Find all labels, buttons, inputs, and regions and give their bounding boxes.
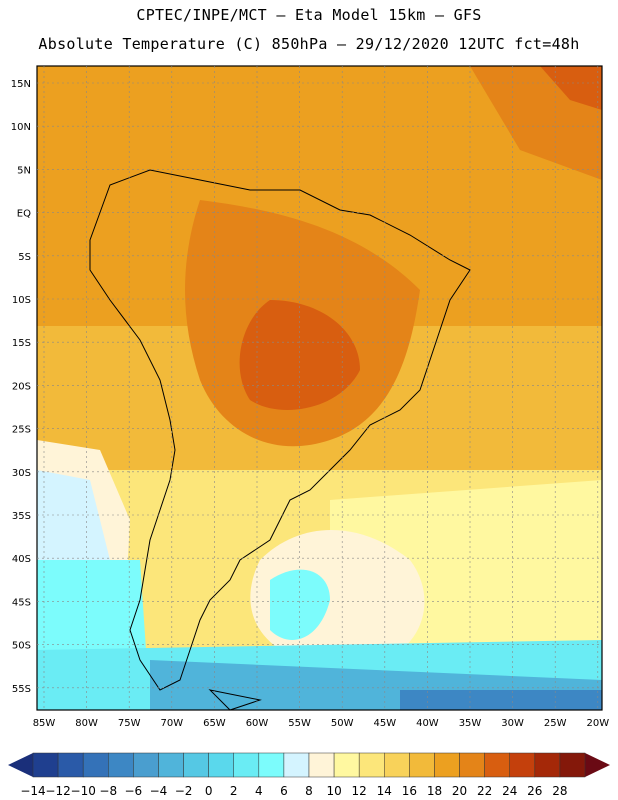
lon-label: 55W [288,718,311,729]
colorbar-label: −6 [125,784,143,798]
lat-label: 30S [12,468,31,479]
lon-label: 75W [118,718,141,729]
lon-label: 50W [331,718,354,729]
latitude-labels: 15N 10N 5N EQ 5S 10S 15S 20S 25S 30S 35S 40S 45S 50S 5… [11,79,602,695]
temperature-field [37,66,602,710]
colorbar-label: 12 [352,784,367,798]
colorbar-label: 26 [527,784,542,798]
lon-label: 85W [33,718,56,729]
lon-label: 70W [160,718,183,729]
colorbar-under-arrow [8,753,33,777]
lon-label: 65W [203,718,226,729]
colorbar-label: −8 [99,784,117,798]
title-line-2: Absolute Temperature (C) 850hPa – 29/12/… [38,35,580,53]
lat-label: 25S [12,425,31,436]
colorbar-label: −12 [45,784,70,798]
colorbar-label: 24 [502,784,517,798]
colorbar-swatch [32,752,59,778]
lat-label: 15N [11,79,31,90]
colorbar-label: 16 [402,784,417,798]
colorbar-swatch [509,752,536,778]
colorbar-label: −10 [71,784,96,798]
colorbar-swatch [333,752,360,778]
colorbar-swatch [108,752,134,778]
colorbar-swatch [183,752,209,778]
colorbar-swatch [208,752,234,778]
colorbar-label: 0 [205,784,213,798]
colorbar-swatch [384,752,410,778]
colorbar-over-arrow [585,753,610,777]
lat-label: 45S [12,597,31,608]
colorbar-label: 2 [230,784,238,798]
colorbar-label: −4 [150,784,168,798]
lon-label: 80W [75,718,98,729]
lon-label: 30W [501,718,524,729]
lon-label: 25W [544,718,567,729]
lon-label: 40W [416,718,439,729]
colorbar-label: 10 [326,784,341,798]
lat-label: 10N [11,122,31,133]
longitude-labels: 85W 80W 75W 70W 65W 60W 55W 50W 45W 40W 35W 30W 25W 2… [33,66,609,729]
colorbar-swatch [133,752,159,778]
lat-label: 20S [12,381,31,392]
colorbar-swatch [534,752,561,778]
lat-label: 5S [18,252,31,263]
colorbar: −14 −12 −10 −8 −6 −4 −2 0 2 4 6 8 10 12 14 16 18 20 22 24 26… [8,752,610,798]
colorbar-swatch [559,752,586,778]
colorbar-swatch [434,752,460,778]
colorbar-label: 20 [452,784,467,798]
colorbar-swatch [233,752,260,778]
lat-label: 50S [12,641,31,652]
colorbar-label: 8 [305,784,313,798]
colorbar-swatch [409,752,435,778]
colorbar-label: 14 [377,784,392,798]
colorbar-label: −14 [20,784,45,798]
colorbar-label: 18 [427,784,442,798]
lat-label: 5N [17,165,31,176]
colorbar-swatch [82,752,109,778]
plot-frame [36,65,603,711]
colorbar-swatch [158,752,184,778]
colorbar-swatch [57,752,84,778]
colorbar-label: 28 [552,784,567,798]
title-line-1: CPTEC/INPE/MCT – Eta Model 15km – GFS [136,6,482,24]
lat-label: 15S [12,338,31,349]
colorbar-swatch [459,752,485,778]
lat-label: EQ [17,209,31,220]
coastline-outline [89,169,471,711]
lat-label: 10S [12,295,31,306]
lon-label: 60W [246,718,269,729]
colorbar-label: 4 [255,784,263,798]
colorbar-swatch [484,752,510,778]
lon-label: 20W [586,718,609,729]
lat-label: 35S [12,511,31,522]
colorbar-label: 22 [477,784,492,798]
lat-label: 40S [12,554,31,565]
colorbar-swatch [358,752,385,778]
colorbar-label: −2 [175,784,193,798]
colorbar-swatch [258,752,285,778]
colorbar-swatch [308,752,335,778]
lon-label: 45W [373,718,396,729]
colorbar-label: 6 [280,784,288,798]
colorbar-swatch [283,752,310,778]
lon-label: 35W [459,718,482,729]
lat-label: 55S [12,684,31,695]
